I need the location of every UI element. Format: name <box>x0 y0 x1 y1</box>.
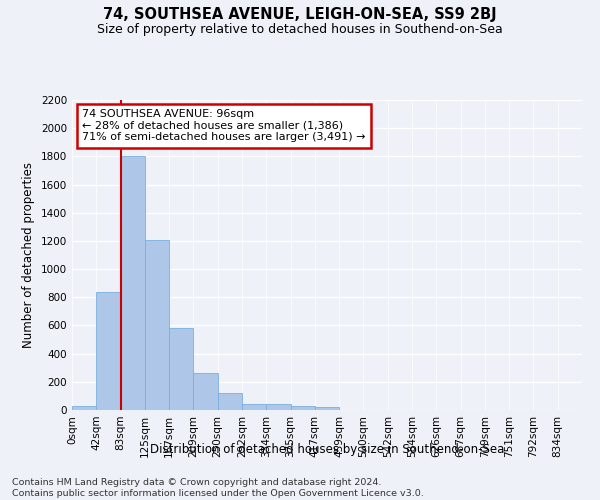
Text: Contains HM Land Registry data © Crown copyright and database right 2024.
Contai: Contains HM Land Registry data © Crown c… <box>12 478 424 498</box>
Bar <box>145 240 169 410</box>
Bar <box>121 156 145 410</box>
Bar <box>72 406 96 410</box>
Text: Size of property relative to detached houses in Southend-on-Sea: Size of property relative to detached ho… <box>97 22 503 36</box>
Text: 74 SOUTHSEA AVENUE: 96sqm
← 28% of detached houses are smaller (1,386)
71% of se: 74 SOUTHSEA AVENUE: 96sqm ← 28% of detac… <box>82 110 366 142</box>
Bar <box>96 292 121 410</box>
Bar <box>266 404 290 410</box>
Bar <box>242 404 266 410</box>
Text: 74, SOUTHSEA AVENUE, LEIGH-ON-SEA, SS9 2BJ: 74, SOUTHSEA AVENUE, LEIGH-ON-SEA, SS9 2… <box>103 8 497 22</box>
Bar <box>169 328 193 410</box>
Bar <box>218 393 242 410</box>
Bar <box>315 408 339 410</box>
Text: Distribution of detached houses by size in Southend-on-Sea: Distribution of detached houses by size … <box>150 442 504 456</box>
Y-axis label: Number of detached properties: Number of detached properties <box>22 162 35 348</box>
Bar <box>193 374 218 410</box>
Bar <box>290 406 315 410</box>
